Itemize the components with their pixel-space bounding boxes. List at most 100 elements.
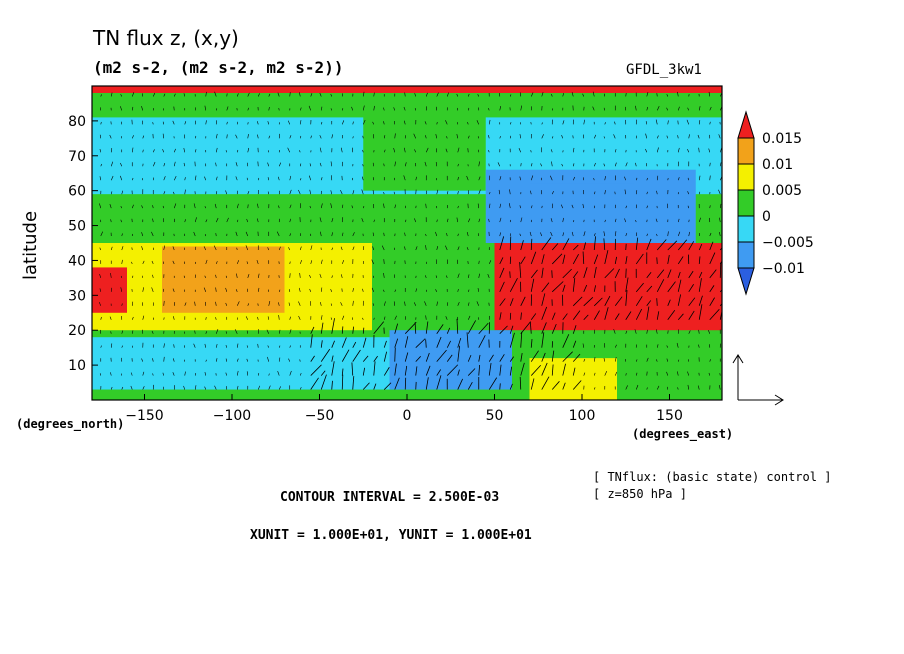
flux-vector — [120, 275, 123, 278]
flux-vector — [446, 218, 449, 223]
flux-vector — [499, 135, 501, 139]
flux-vector — [604, 122, 606, 125]
flux-vector — [520, 256, 526, 265]
flux-vector — [151, 330, 154, 334]
flux-vector — [530, 150, 532, 153]
flux-vector — [415, 356, 421, 362]
flux-vector — [319, 135, 322, 139]
colorbar-label: −0.005 — [762, 235, 814, 251]
flux-vector — [162, 121, 165, 125]
flux-vector — [267, 121, 270, 125]
flux-vector — [583, 284, 588, 293]
flux-vector — [646, 233, 648, 237]
flux-vector — [173, 175, 177, 181]
flux-vector — [215, 261, 218, 265]
flux-vector — [184, 371, 186, 376]
flux-vector — [299, 150, 301, 153]
flux-vector — [677, 218, 680, 223]
flux-vector — [551, 364, 554, 376]
flux-vector — [268, 385, 271, 390]
flux-vector — [562, 363, 566, 376]
flux-vector — [215, 133, 218, 139]
reference-vector-y-head — [732, 354, 744, 364]
flux-vector — [499, 267, 505, 279]
flux-vector — [234, 329, 238, 334]
flux-vector — [256, 259, 259, 265]
flux-vector — [635, 359, 638, 362]
flux-vector — [289, 218, 292, 223]
flux-vector — [287, 120, 291, 125]
flux-vector — [403, 120, 406, 125]
field-region-2 — [363, 86, 486, 191]
flux-vector — [614, 121, 616, 125]
flux-vector — [246, 371, 249, 376]
flux-vector — [309, 288, 312, 292]
flux-vector — [415, 338, 426, 348]
flux-vector — [298, 301, 301, 306]
flux-vector — [404, 219, 407, 223]
flux-vector — [677, 231, 681, 237]
flux-vector — [478, 273, 480, 278]
flux-vector — [541, 293, 546, 306]
flux-vector — [446, 327, 451, 334]
flux-vector — [383, 192, 385, 195]
x-tick-label: 100 — [569, 408, 596, 424]
flux-vector — [582, 203, 585, 209]
flux-vector — [246, 261, 249, 265]
flux-vector — [667, 240, 678, 251]
flux-vector — [319, 217, 322, 223]
flux-vector — [173, 218, 176, 223]
flux-vector — [235, 289, 238, 292]
flux-vector — [310, 245, 313, 251]
flux-vector — [319, 147, 322, 153]
flux-vector — [593, 162, 596, 167]
flux-vector — [278, 345, 281, 348]
flux-vector — [698, 256, 701, 264]
flux-vector — [257, 203, 259, 209]
flux-vector — [142, 149, 144, 153]
flux-vector — [677, 371, 679, 376]
flux-vector — [509, 189, 511, 195]
flux-vector — [476, 120, 480, 125]
flux-vector — [614, 149, 617, 153]
flux-vector — [310, 334, 313, 348]
flux-vector — [436, 375, 442, 390]
flux-vector — [456, 217, 459, 223]
flux-vector — [646, 329, 648, 334]
flux-vector — [352, 326, 354, 334]
flux-vector — [173, 316, 175, 320]
flux-vector — [320, 177, 323, 181]
flux-vector — [257, 373, 260, 376]
flux-vector — [99, 176, 102, 181]
flux-vector — [582, 343, 585, 348]
flux-vector — [583, 242, 586, 251]
flux-vector — [298, 315, 301, 320]
flux-vector — [635, 177, 638, 181]
flux-vector — [373, 321, 385, 334]
flux-vector — [603, 163, 606, 167]
flux-vector — [709, 308, 720, 321]
flux-vector — [593, 177, 595, 181]
flux-vector — [519, 176, 522, 181]
flux-vector — [373, 383, 377, 390]
flux-vector — [677, 294, 682, 306]
flux-vector — [478, 189, 481, 195]
flux-vector — [194, 217, 197, 223]
flux-vector — [184, 219, 186, 223]
flux-vector — [299, 387, 302, 390]
field-layer — [92, 86, 722, 400]
flux-vector — [687, 205, 690, 209]
flux-vector — [646, 300, 652, 307]
flux-vector — [604, 176, 606, 181]
flux-vector — [215, 274, 217, 278]
flux-vector — [446, 233, 448, 237]
flux-vector — [435, 289, 438, 292]
flux-vector — [467, 135, 470, 139]
flux-vector — [352, 136, 354, 139]
flux-vector — [257, 343, 259, 348]
flux-vector — [593, 254, 599, 265]
flux-vector — [320, 106, 323, 111]
flux-vector — [530, 175, 534, 181]
colorbar-label: 0 — [762, 209, 771, 225]
flux-vector — [687, 177, 690, 181]
